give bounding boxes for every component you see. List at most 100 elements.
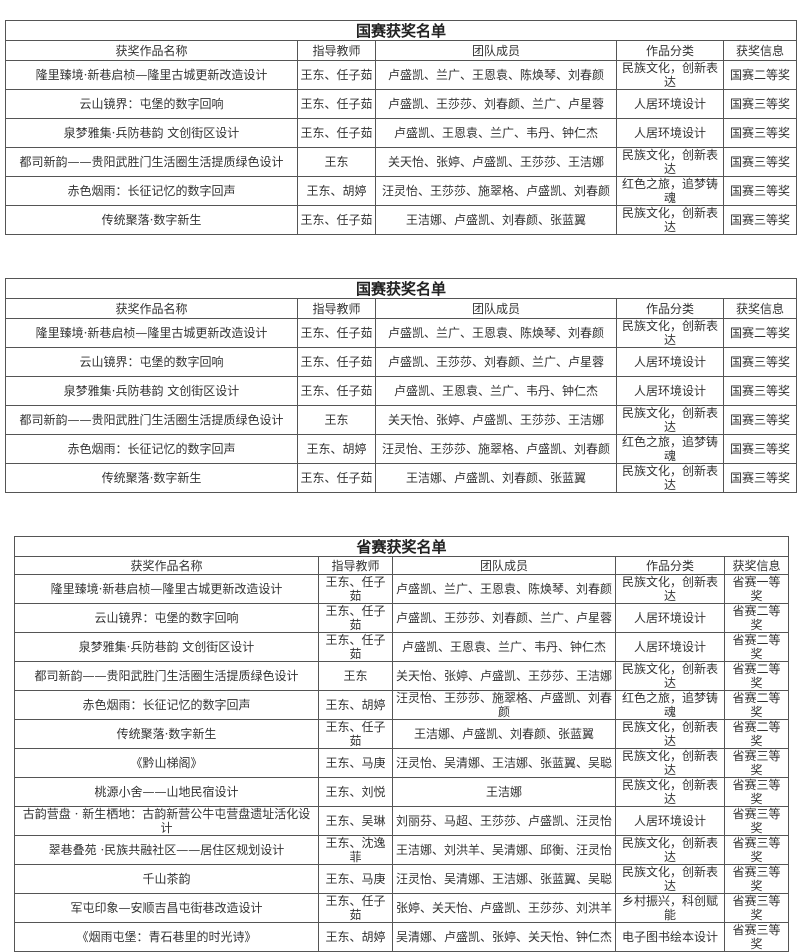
team-members-cell: 王洁娜 bbox=[392, 777, 616, 807]
table-row: 千山茶韵 王东、马庚 汪灵怡、吴清娜、王洁娜、张蓝翼、吴聪 民族文化，创新表达 省赛三等… bbox=[14, 864, 790, 894]
category-cell: 民族文化，创新表达 bbox=[615, 864, 725, 894]
column-header: 作品分类 bbox=[615, 556, 725, 575]
advisor-cell: 王东、任子茹 bbox=[297, 89, 376, 119]
award-cell: 国赛二等奖 bbox=[722, 318, 798, 348]
award-cell: 国赛三等奖 bbox=[722, 118, 798, 148]
team-members-cell: 汪灵怡、王莎莎、施翠格、卢盛凯、刘春颜 bbox=[392, 690, 616, 720]
work-title-cell: 翠巷叠苑 ·民族共融社区——居住区规划设计 bbox=[14, 835, 319, 865]
advisor-cell: 王东、任子茹 bbox=[297, 376, 376, 406]
category-cell: 民族文化，创新表达 bbox=[616, 205, 724, 235]
category-cell: 乡村振兴，科创赋能 bbox=[615, 893, 725, 923]
work-title-cell: 云山镜界：屯堡的数字回响 bbox=[5, 347, 298, 377]
table-title: 省赛获奖名单 bbox=[13, 536, 790, 557]
category-cell: 人居环境设计 bbox=[616, 376, 724, 406]
advisor-cell: 王东、任子茹 bbox=[297, 463, 376, 493]
table-row: 传统聚落·数字新生 王东、任子茹 王洁娜、卢盛凯、刘春颜、张蓝翼 民族文化，创新表达国… bbox=[5, 463, 798, 493]
advisor-cell: 王东、任子茹 bbox=[297, 205, 376, 235]
table-row: 赤色烟雨：长征记忆的数字回声 王东、胡婷 汪灵怡、王莎莎、施翠格、卢盛凯、刘春颜 红色… bbox=[5, 434, 798, 464]
team-members-cell: 汪灵怡、吴清娜、王洁娜、张蓝翼、吴聪 bbox=[392, 748, 616, 778]
work-title-cell: 桃源小舍——山地民宿设计 bbox=[14, 777, 319, 807]
advisor-cell: 王东、沈逸菲 bbox=[318, 835, 393, 865]
work-title-cell: 古韵营盘 · 新生栖地：古韵新营公牛屯营盘遗址活化设计 bbox=[14, 806, 319, 836]
advisor-cell: 王东、任子茹 bbox=[318, 632, 393, 662]
award-cell: 省赛三等奖 bbox=[723, 777, 790, 807]
category-cell: 人居环境设计 bbox=[615, 603, 725, 633]
team-members-cell: 卢盛凯、王恩袁、兰广、韦丹、钟仁杰 bbox=[375, 376, 617, 406]
column-header: 获奖信息 bbox=[722, 298, 798, 319]
column-header: 作品分类 bbox=[616, 40, 724, 61]
work-title-cell: 隆里臻境·新巷启桢—隆里古城更新改造设计 bbox=[5, 318, 298, 348]
work-title-cell: 《黔山梯阁》 bbox=[14, 748, 319, 778]
advisor-cell: 王东、马庚 bbox=[318, 864, 393, 894]
category-cell: 人居环境设计 bbox=[616, 118, 724, 148]
award-cell: 省赛三等奖 bbox=[723, 806, 790, 836]
column-header: 获奖作品名称 bbox=[5, 298, 298, 319]
work-title-cell: 传统聚落·数字新生 bbox=[5, 463, 298, 493]
work-title-cell: 泉梦雅集·兵防巷韵 文创街区设计 bbox=[14, 632, 319, 662]
work-title-cell: 都司新韵——贵阳武胜门生活圈生活提质绿色设计 bbox=[14, 661, 319, 691]
work-title-cell: 赤色烟雨：长征记忆的数字回声 bbox=[14, 690, 319, 720]
award-cell: 省赛二等奖 bbox=[723, 632, 790, 662]
column-header: 团队成员 bbox=[375, 40, 617, 61]
column-header: 指导教师 bbox=[297, 298, 376, 319]
advisor-cell: 王东、任子茹 bbox=[318, 603, 393, 633]
category-cell: 民族文化，创新表达 bbox=[615, 719, 725, 749]
category-cell: 民族文化，创新表达 bbox=[615, 777, 725, 807]
advisor-cell: 王东、吴琳 bbox=[318, 806, 393, 836]
award-cell: 国赛三等奖 bbox=[722, 434, 798, 464]
team-members-cell: 刘丽芬、马超、王莎莎、卢盛凯、汪灵怡 bbox=[392, 806, 616, 836]
provincial-award-table: 省赛获奖名单 获奖作品名称 指导教师 团队成员 作品分类 获奖信息 隆里臻境·新巷启桢—隆里… bbox=[13, 536, 790, 952]
advisor-cell: 王东、胡婷 bbox=[318, 690, 393, 720]
team-members-cell: 王洁娜、刘洪羊、吴清娜、邱衡、汪灵怡 bbox=[392, 835, 616, 865]
team-members-cell: 卢盛凯、王恩袁、兰广、韦丹、钟仁杰 bbox=[375, 118, 617, 148]
award-cell: 国赛三等奖 bbox=[722, 347, 798, 377]
category-cell: 民族文化，创新表达 bbox=[616, 463, 724, 493]
advisor-cell: 王东、任子茹 bbox=[297, 318, 376, 348]
advisor-cell: 王东、任子茹 bbox=[297, 118, 376, 148]
advisor-cell: 王东、任子茹 bbox=[297, 347, 376, 377]
column-header: 指导教师 bbox=[318, 556, 393, 575]
national-award-table-1: 国赛获奖名单 获奖作品名称 指导教师 团队成员 作品分类 获奖信息 隆里臻境·新巷启桢—隆里… bbox=[4, 20, 798, 235]
table-header-row: 获奖作品名称 指导教师 团队成员 作品分类 获奖信息 bbox=[5, 40, 798, 61]
advisor-cell: 王东、任子茹 bbox=[318, 719, 393, 749]
work-title-cell: 隆里臻境·新巷启桢—隆里古城更新改造设计 bbox=[5, 60, 298, 90]
award-cell: 国赛三等奖 bbox=[722, 205, 798, 235]
category-cell: 民族文化，创新表达 bbox=[615, 748, 725, 778]
award-cell: 国赛三等奖 bbox=[722, 147, 798, 177]
award-cell: 省赛二等奖 bbox=[723, 603, 790, 633]
advisor-cell: 王东、马庚 bbox=[318, 748, 393, 778]
team-members-cell: 卢盛凯、兰广、王恩袁、陈焕琴、刘春颜 bbox=[392, 574, 616, 604]
category-cell: 民族文化，创新表达 bbox=[615, 574, 725, 604]
work-title-cell: 泉梦雅集·兵防巷韵 文创街区设计 bbox=[5, 376, 298, 406]
category-cell: 民族文化，创新表达 bbox=[615, 661, 725, 691]
work-title-cell: 《烟雨屯堡：青石巷里的时光诗》 bbox=[14, 922, 319, 952]
work-title-cell: 都司新韵——贵阳武胜门生活圈生活提质绿色设计 bbox=[5, 405, 298, 435]
work-title-cell: 千山茶韵 bbox=[14, 864, 319, 894]
team-members-cell: 卢盛凯、王莎莎、刘春颜、兰广、卢星蓉 bbox=[375, 347, 617, 377]
team-members-cell: 汪灵怡、吴清娜、王洁娜、张蓝翼、吴聪 bbox=[392, 864, 616, 894]
category-cell: 民族文化，创新表达 bbox=[616, 318, 724, 348]
work-title-cell: 传统聚落·数字新生 bbox=[5, 205, 298, 235]
team-members-cell: 吴清娜、卢盛凯、张婷、关天怡、钟仁杰 bbox=[392, 922, 616, 952]
award-cell: 省赛三等奖 bbox=[723, 893, 790, 923]
column-header: 获奖作品名称 bbox=[5, 40, 298, 61]
table-row: 隆里臻境·新巷启桢—隆里古城更新改造设计 王东、任子茹 卢盛凯、兰广、王恩袁、陈焕琴… bbox=[5, 60, 798, 90]
table-row: 军屯印象—安顺吉昌屯街巷改造设计 王东、任子茹 张婷、关天怡、卢盛凯、王莎莎、刘洪羊… bbox=[14, 893, 790, 923]
advisor-cell: 王东、胡婷 bbox=[297, 176, 376, 206]
table-row: 赤色烟雨：长征记忆的数字回声 王东、胡婷 汪灵怡、王莎莎、施翠格、卢盛凯、刘春颜 红色… bbox=[5, 176, 798, 206]
table-row: 云山镜界：屯堡的数字回响 王东、任子茹 卢盛凯、王莎莎、刘春颜、兰广、卢星蓉 人居环境… bbox=[14, 603, 790, 633]
category-cell: 红色之旅，追梦铸魂 bbox=[616, 434, 724, 464]
column-header: 团队成员 bbox=[392, 556, 616, 575]
column-header: 指导教师 bbox=[297, 40, 376, 61]
category-cell: 电子图书绘本设计 bbox=[615, 922, 725, 952]
table-row: 都司新韵——贵阳武胜门生活圈生活提质绿色设计 王东 关天怡、张婷、卢盛凯、王莎莎、王… bbox=[5, 147, 798, 177]
advisor-cell: 王东、任子茹 bbox=[318, 574, 393, 604]
advisor-cell: 王东 bbox=[318, 661, 393, 691]
award-cell: 省赛三等奖 bbox=[723, 922, 790, 952]
category-cell: 人居环境设计 bbox=[615, 632, 725, 662]
work-title-cell: 都司新韵——贵阳武胜门生活圈生活提质绿色设计 bbox=[5, 147, 298, 177]
work-title-cell: 泉梦雅集·兵防巷韵 文创街区设计 bbox=[5, 118, 298, 148]
column-header: 团队成员 bbox=[375, 298, 617, 319]
table-row: 隆里臻境·新巷启桢—隆里古城更新改造设计 王东、任子茹 卢盛凯、兰广、王恩袁、陈焕琴… bbox=[14, 574, 790, 604]
table-row: 都司新韵——贵阳武胜门生活圈生活提质绿色设计 王东 关天怡、张婷、卢盛凯、王莎莎、王… bbox=[14, 661, 790, 691]
